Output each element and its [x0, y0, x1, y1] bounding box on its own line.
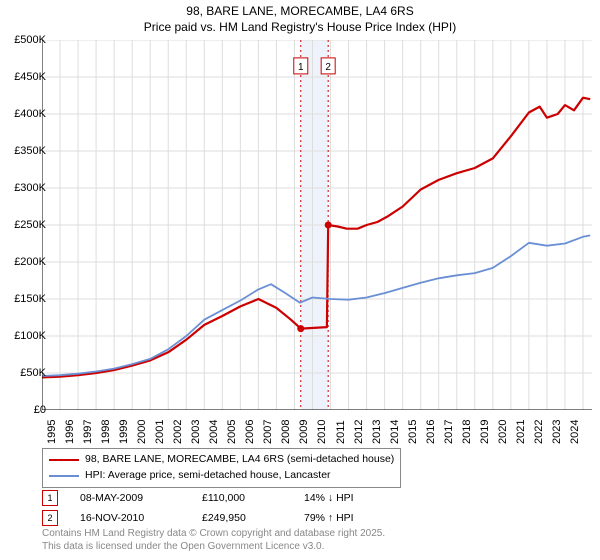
y-tick-label: £500K — [14, 34, 46, 46]
x-tick-label: 2022 — [533, 420, 545, 444]
chart-svg: 12 — [42, 40, 592, 410]
x-tick-label: 2020 — [497, 420, 509, 444]
x-tick-label: 1995 — [46, 420, 58, 444]
x-tick-label: 1999 — [118, 420, 130, 444]
data-points-table: 1 08-MAY-2009 £110,000 14% ↓ HPI 2 16-NO… — [42, 490, 404, 530]
x-tick-label: 2001 — [154, 420, 166, 444]
y-tick-label: £150K — [14, 293, 46, 305]
attribution-line2: This data is licensed under the Open Gov… — [42, 541, 385, 554]
x-tick-label: 2010 — [316, 420, 328, 444]
data-point-price: £249,950 — [202, 512, 282, 524]
legend-item-price-paid: 98, BARE LANE, MORECAMBE, LA4 6RS (semi-… — [49, 452, 394, 468]
x-tick-label: 2014 — [389, 420, 401, 444]
y-tick-label: £450K — [14, 71, 46, 83]
x-tick-label: 2015 — [407, 420, 419, 444]
data-point-date: 08-MAY-2009 — [80, 492, 180, 504]
legend-label-price-paid: 98, BARE LANE, MORECAMBE, LA4 6RS (semi-… — [85, 452, 394, 468]
x-tick-label: 1998 — [100, 420, 112, 444]
x-tick-label: 1996 — [64, 420, 76, 444]
x-tick-label: 2023 — [551, 420, 563, 444]
attribution-text: Contains HM Land Registry data © Crown c… — [42, 528, 385, 553]
x-tick-label: 2004 — [208, 420, 220, 444]
data-point-row: 2 16-NOV-2010 £249,950 79% ↑ HPI — [42, 510, 404, 526]
y-tick-label: £300K — [14, 182, 46, 194]
data-point-row: 1 08-MAY-2009 £110,000 14% ↓ HPI — [42, 490, 404, 506]
y-tick-label: £50K — [20, 367, 46, 379]
y-tick-label: £250K — [14, 219, 46, 231]
y-tick-label: £100K — [14, 330, 46, 342]
x-tick-label: 2000 — [136, 420, 148, 444]
chart-title: 98, BARE LANE, MORECAMBE, LA4 6RS Price … — [0, 0, 600, 35]
x-tick-label: 2012 — [353, 420, 365, 444]
x-tick-label: 2003 — [190, 420, 202, 444]
chart-container: 98, BARE LANE, MORECAMBE, LA4 6RS Price … — [0, 0, 600, 560]
y-tick-label: £400K — [14, 108, 46, 120]
x-tick-label: 2007 — [262, 420, 274, 444]
title-line2: Price paid vs. HM Land Registry's House … — [0, 20, 600, 36]
data-point-marker: 2 — [42, 510, 58, 526]
legend-label-hpi: HPI: Average price, semi-detached house,… — [85, 468, 331, 484]
x-tick-label: 2017 — [443, 420, 455, 444]
data-point-date: 16-NOV-2010 — [80, 512, 180, 524]
svg-text:2: 2 — [325, 62, 331, 73]
x-tick-label: 2006 — [244, 420, 256, 444]
y-tick-label: £0 — [34, 404, 46, 416]
y-tick-label: £200K — [14, 256, 46, 268]
x-tick-label: 1997 — [82, 420, 94, 444]
x-tick-label: 2011 — [335, 420, 347, 444]
data-point-delta: 14% ↓ HPI — [304, 492, 404, 504]
x-tick-label: 2018 — [461, 420, 473, 444]
legend-swatch-hpi — [49, 475, 79, 477]
data-point-price: £110,000 — [202, 492, 282, 504]
x-tick-label: 2008 — [280, 420, 292, 444]
plot-area: 12 — [42, 40, 592, 410]
svg-text:1: 1 — [298, 62, 304, 73]
x-tick-label: 2024 — [569, 420, 581, 444]
title-line1: 98, BARE LANE, MORECAMBE, LA4 6RS — [0, 4, 600, 20]
attribution-line1: Contains HM Land Registry data © Crown c… — [42, 528, 385, 541]
legend-swatch-price-paid — [49, 459, 79, 461]
x-tick-label: 2002 — [172, 420, 184, 444]
x-tick-label: 2021 — [515, 420, 527, 444]
y-tick-label: £350K — [14, 145, 46, 157]
x-tick-label: 2016 — [425, 420, 437, 444]
x-tick-label: 2009 — [298, 420, 310, 444]
data-point-marker: 1 — [42, 490, 58, 506]
x-tick-label: 2013 — [371, 420, 383, 444]
x-tick-label: 2005 — [226, 420, 238, 444]
data-point-delta: 79% ↑ HPI — [304, 512, 404, 524]
legend-item-hpi: HPI: Average price, semi-detached house,… — [49, 468, 394, 484]
legend: 98, BARE LANE, MORECAMBE, LA4 6RS (semi-… — [42, 448, 401, 488]
x-tick-label: 2019 — [479, 420, 491, 444]
